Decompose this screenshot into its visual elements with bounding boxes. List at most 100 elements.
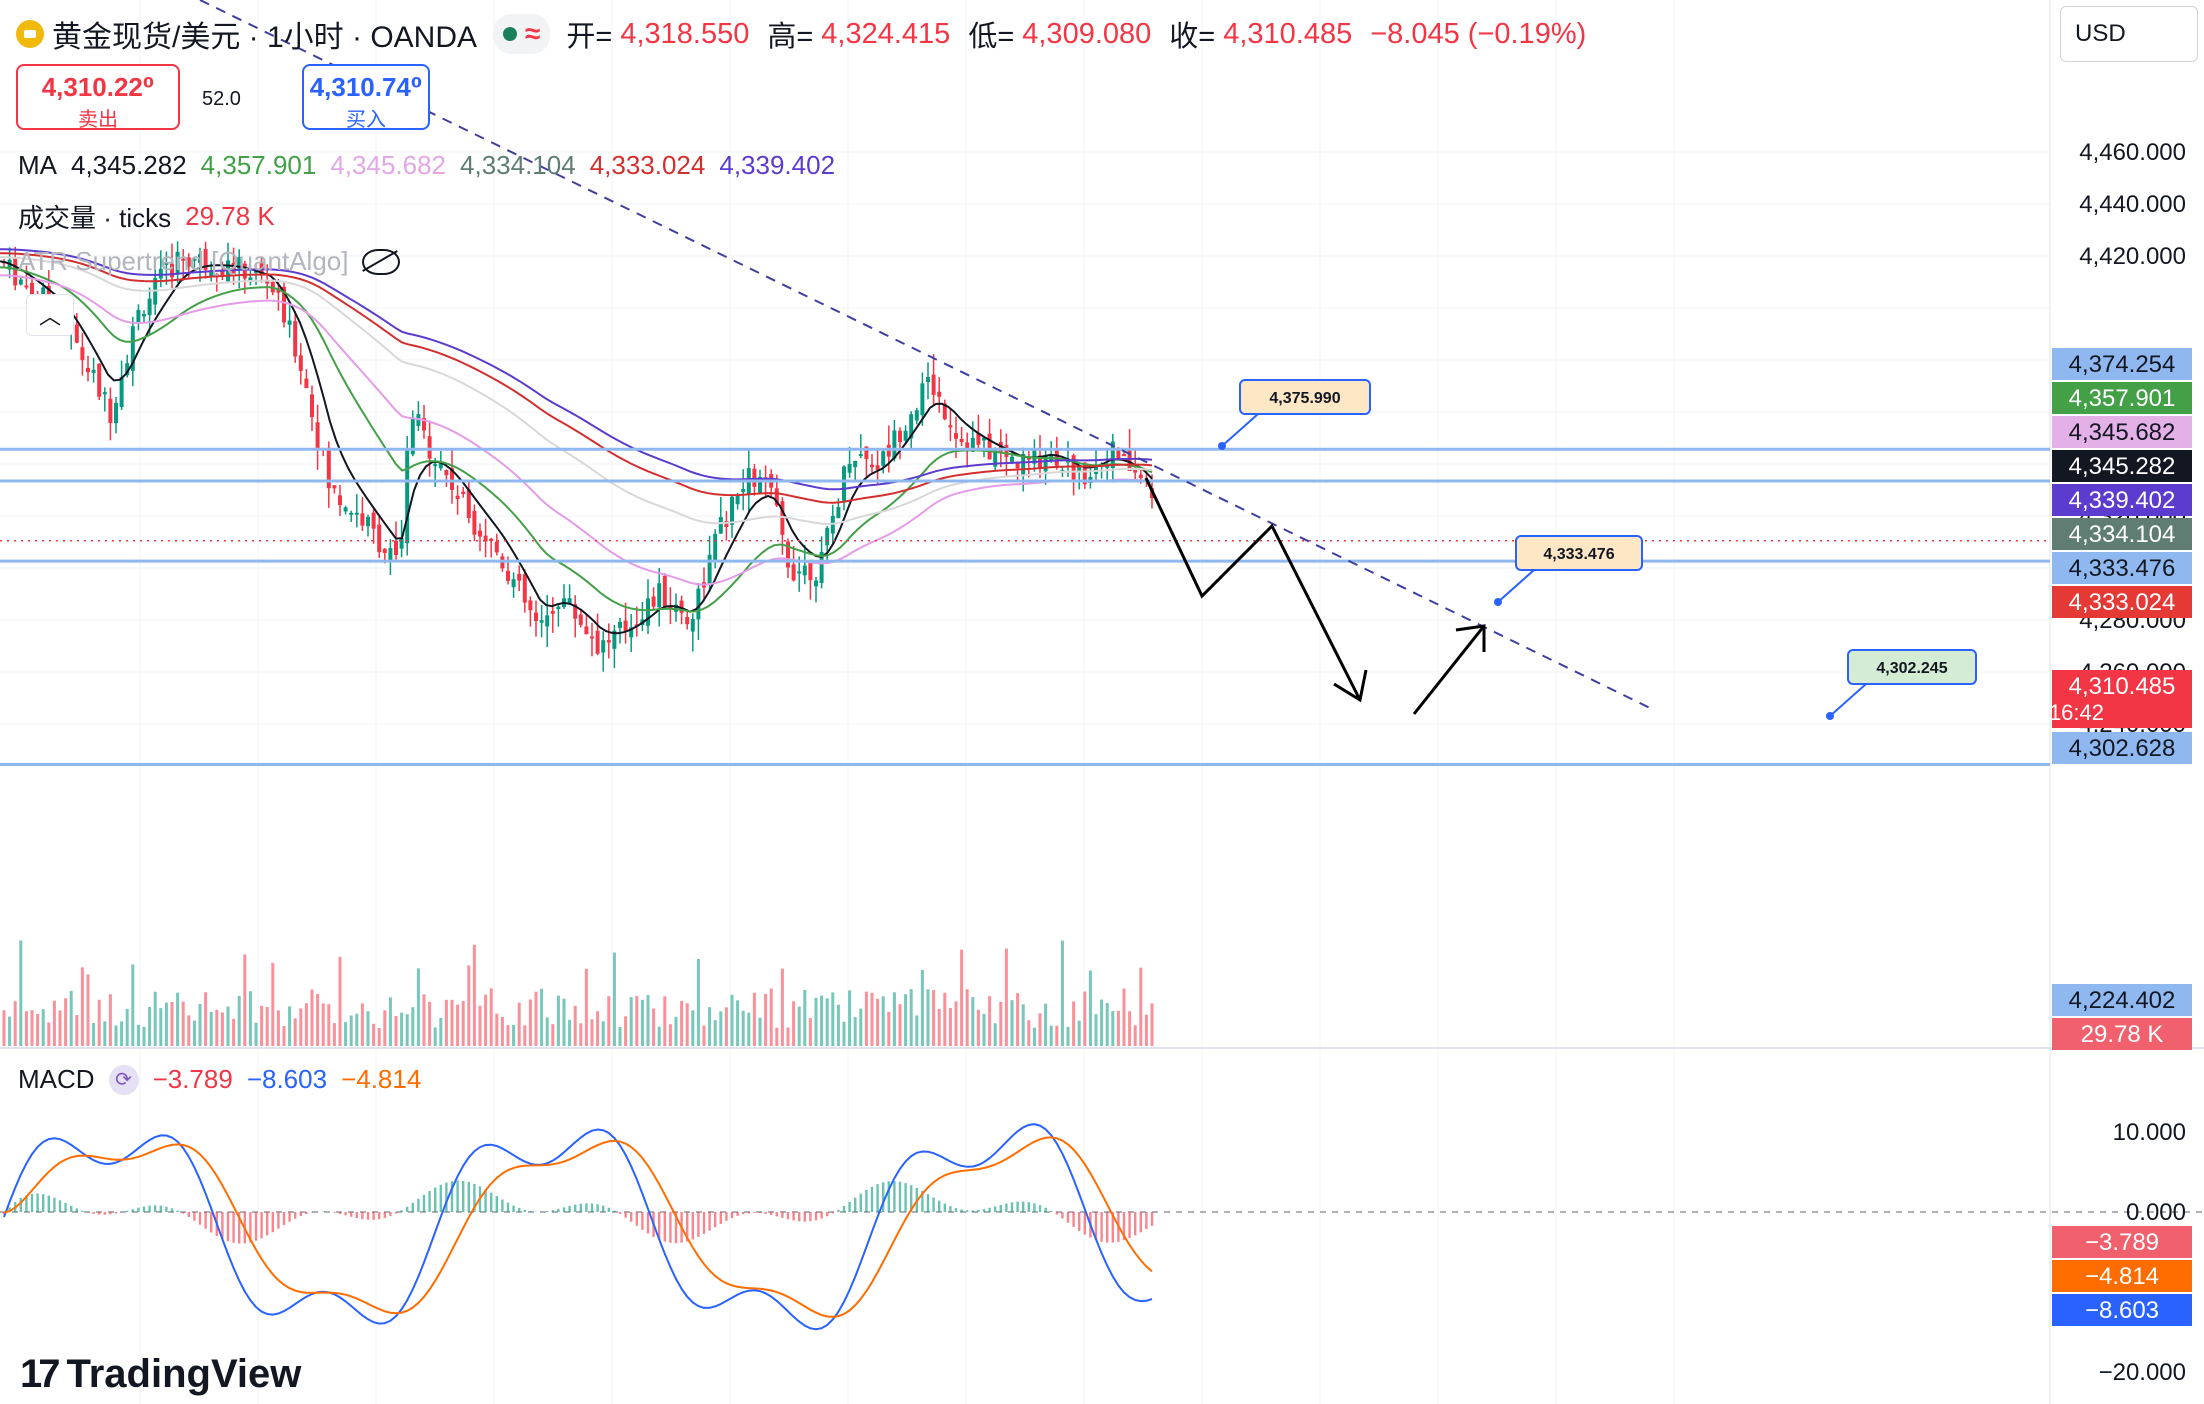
macd-badge-label: −3.789 — [2085, 1229, 2159, 1256]
macd-histogram-bar — [898, 1181, 902, 1212]
volume-bar — [433, 1027, 437, 1046]
volume-bar — [114, 1025, 118, 1046]
candle-body — [13, 257, 18, 286]
buy-label: 买入 — [346, 109, 386, 131]
price-badge[interactable] — [2052, 1018, 2192, 1050]
ma-legend[interactable]: MA 4,345.282 4,357.901 4,345.682 4,334.1… — [18, 150, 835, 181]
buy-button[interactable]: 4,310.74⁰ 买入 — [302, 64, 430, 131]
price-badge[interactable] — [2052, 586, 2192, 618]
candle-body — [102, 392, 107, 395]
projection-up-path[interactable] — [1412, 625, 1486, 715]
candle-body — [1105, 465, 1110, 468]
volume-bar — [332, 1023, 336, 1046]
macd-histogram-bar — [210, 1212, 213, 1233]
macd-badge[interactable] — [2052, 1226, 2192, 1258]
macd-histogram-bar — [921, 1190, 924, 1212]
price-badge[interactable] — [2052, 984, 2192, 1016]
candle-body — [24, 285, 29, 288]
supertrend-legend[interactable]: ATR Supertrend [QuantAlgo] — [18, 246, 401, 277]
volume-bar — [1116, 1010, 1120, 1046]
volume-bar — [170, 1001, 174, 1046]
market-status[interactable]: ≈ — [493, 14, 551, 54]
ma-value-5: 4,333.024 — [589, 150, 706, 180]
macd-histogram-bar — [562, 1207, 566, 1212]
macd-legend[interactable]: MACD ⟳ −3.789 −8.603 −4.814 — [18, 1064, 421, 1095]
price-badge[interactable] — [2052, 450, 2192, 482]
macd-value-signal: −4.814 — [341, 1064, 422, 1094]
volume-legend[interactable]: 成交量 · ticks 29.78 K — [18, 198, 275, 235]
volume-bar — [400, 1012, 404, 1046]
price-callout[interactable] — [1239, 379, 1371, 415]
volume-bar — [528, 999, 532, 1046]
price-badge[interactable] — [2052, 416, 2192, 448]
symbol-title[interactable]: 黄金现货/美元 · 1小时 · OANDA — [52, 21, 478, 54]
candle-body — [478, 530, 482, 537]
price-badge[interactable] — [2052, 484, 2192, 516]
price-badge[interactable] — [2052, 348, 2192, 380]
volume-bar — [484, 994, 488, 1046]
macd-histogram-bar — [697, 1212, 700, 1237]
volume-bar — [299, 1008, 303, 1046]
volume-bar — [1111, 1011, 1115, 1046]
price-callout[interactable] — [1847, 649, 1977, 685]
price-badge[interactable] — [2052, 518, 2192, 550]
candle-body — [30, 282, 34, 295]
candle-body — [797, 571, 802, 574]
volume-bar — [176, 992, 180, 1046]
macd-histogram-bar — [36, 1193, 39, 1212]
refresh-icon[interactable]: ⟳ — [108, 1064, 139, 1095]
volume-bar — [775, 1027, 779, 1046]
candle-body — [539, 620, 544, 623]
callout-anchor — [1494, 598, 1502, 606]
projection-path[interactable] — [1144, 477, 1362, 701]
close-value: 4,310.485 — [1223, 17, 1353, 50]
volume-bar — [831, 992, 835, 1046]
currency-select[interactable]: USD — [2060, 6, 2198, 62]
sell-button[interactable]: 4,310.22⁰ 卖出 — [16, 64, 180, 131]
price-callout[interactable] — [1515, 535, 1643, 571]
volume-bar — [92, 1022, 96, 1046]
volume-bar — [215, 1009, 219, 1046]
volume-bar — [713, 1020, 717, 1046]
collapse-legend-button[interactable]: ︿ — [26, 294, 74, 336]
macd-badge[interactable] — [2052, 1260, 2192, 1292]
macd-legend-label: MACD — [18, 1064, 95, 1094]
volume-bar — [428, 1001, 432, 1046]
volume-bar — [80, 967, 84, 1046]
price-badge-label: 4,310.485 — [2069, 673, 2176, 700]
macd-histogram-bar — [1100, 1212, 1103, 1242]
price-badge-label: 29.78 K — [2081, 1021, 2164, 1048]
macd-histogram-bar — [366, 1212, 370, 1220]
price-badge-label: 4,224.402 — [2069, 987, 2176, 1014]
macd-badge[interactable] — [2052, 1294, 2192, 1326]
price-badge[interactable] — [2052, 670, 2192, 728]
macd-histogram-bar — [1072, 1212, 1075, 1227]
volume-bar — [708, 1007, 712, 1046]
volume-bar — [321, 1003, 325, 1046]
candle-body — [91, 369, 96, 373]
sell-price: 4,310.22⁰ — [41, 72, 155, 102]
price-badge[interactable] — [2052, 732, 2192, 764]
macd-histogram-bar — [887, 1181, 890, 1212]
candle-body — [1133, 468, 1138, 473]
hidden-eye-icon[interactable] — [362, 248, 401, 275]
volume-bar — [148, 1006, 152, 1046]
macd-histogram-bar — [159, 1205, 162, 1212]
macd-histogram-bar — [686, 1212, 689, 1242]
candle-body — [287, 320, 292, 325]
macd-histogram-bar — [2, 1212, 6, 1215]
volume-bar — [159, 1008, 163, 1046]
candle-body — [629, 627, 634, 638]
volume-bar — [624, 1016, 628, 1046]
volume-bar — [853, 1017, 857, 1046]
price-badge[interactable] — [2052, 552, 2192, 584]
macd-histogram-bar — [719, 1212, 722, 1224]
volume-bar — [696, 958, 700, 1046]
price-badge[interactable] — [2052, 382, 2192, 414]
volume-bar — [691, 1010, 695, 1046]
candle-body — [242, 263, 247, 279]
candle-body — [786, 541, 790, 568]
countdown-label: 16:42 — [2049, 700, 2104, 725]
macd-histogram-bar — [747, 1212, 750, 1214]
